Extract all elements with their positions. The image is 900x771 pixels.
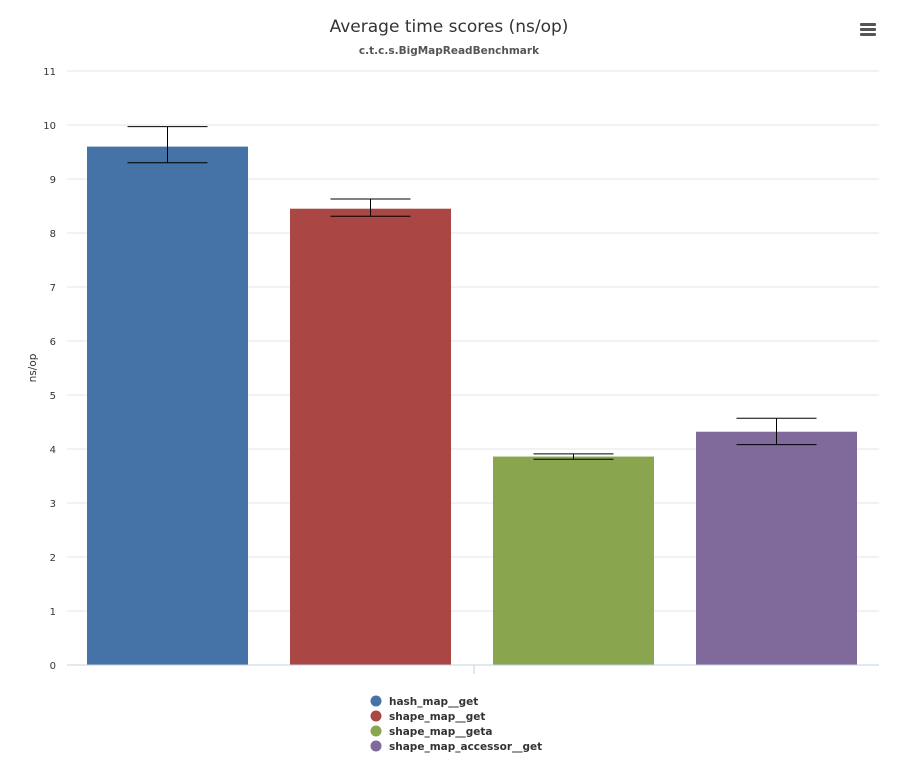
- error-bars: [127, 126, 817, 460]
- legend-marker: [370, 740, 382, 752]
- chart-menu-button[interactable]: [856, 18, 880, 40]
- legend-label: shape_map_accessor__get: [389, 741, 542, 753]
- bar-shape_map_accessor__get[interactable]: [696, 431, 857, 665]
- y-tick-label: 11: [43, 67, 56, 78]
- y-axis-label: ns/op: [27, 353, 39, 382]
- legend-marker: [370, 695, 382, 707]
- y-tick-label: 10: [43, 121, 56, 132]
- y-tick-label: 9: [50, 175, 56, 186]
- hamburger-menu-icon: [860, 23, 876, 26]
- y-tick-label: 6: [50, 337, 56, 348]
- y-tick-label: 5: [50, 391, 56, 402]
- hamburger-menu-icon-line: [860, 28, 876, 31]
- legend-item-shape_map__geta[interactable]: shape_map__geta: [370, 725, 493, 739]
- legend-item-hash_map__get[interactable]: hash_map__get: [370, 695, 479, 709]
- bar-shape_map__get[interactable]: [290, 208, 451, 665]
- legend-label: shape_map__get: [389, 711, 485, 723]
- y-tick-label: 1: [50, 607, 56, 618]
- bar-hash_map__get[interactable]: [87, 146, 248, 666]
- chart-title: Average time scores (ns/op): [330, 17, 569, 37]
- y-tick-label: 0: [50, 661, 56, 672]
- legend-marker: [370, 725, 382, 737]
- hamburger-menu-icon-line: [860, 33, 876, 36]
- legend-item-shape_map_accessor__get[interactable]: shape_map_accessor__get: [370, 740, 543, 754]
- bars: [87, 146, 857, 666]
- chart-subtitle: c.t.c.s.BigMapReadBenchmark: [359, 45, 540, 57]
- y-axis-ticks: 0 1 2 3 4 5 6 7 8 9 10 11: [43, 67, 56, 672]
- legend: hash_map__get shape_map__get shape_map__ge…: [370, 695, 543, 754]
- legend-item-shape_map__get[interactable]: shape_map__get: [370, 710, 486, 724]
- legend-marker: [370, 710, 382, 722]
- y-tick-label: 7: [50, 283, 56, 294]
- bar-shape_map__geta[interactable]: [493, 456, 654, 665]
- y-tick-label: 3: [50, 499, 56, 510]
- y-tick-label: 4: [50, 445, 56, 456]
- legend-label: shape_map__geta: [389, 726, 492, 738]
- legend-label: hash_map__get: [389, 696, 478, 708]
- y-tick-label: 8: [50, 229, 56, 240]
- y-tick-label: 2: [50, 553, 56, 564]
